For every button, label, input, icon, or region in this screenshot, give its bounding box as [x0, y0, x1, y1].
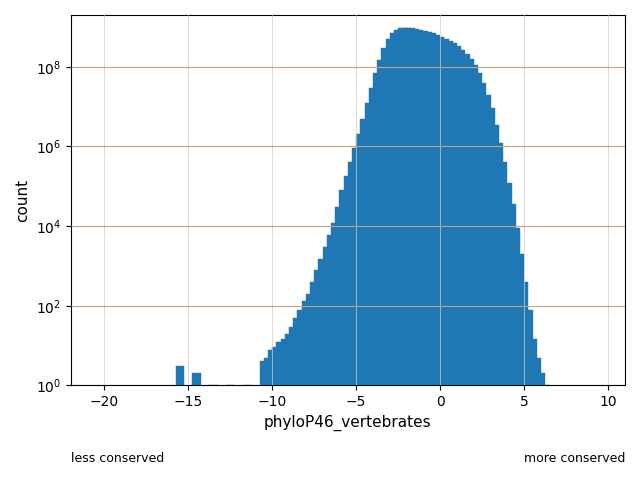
Bar [377, 60, 386, 480]
Bar [529, 338, 537, 480]
Bar [260, 361, 268, 480]
Bar [381, 48, 390, 480]
Bar [532, 358, 541, 480]
Bar [314, 270, 323, 480]
Bar [386, 39, 394, 480]
Bar [243, 385, 252, 480]
Bar [301, 301, 310, 480]
Text: less conserved: less conserved [70, 452, 164, 465]
Bar [470, 65, 478, 480]
Bar [369, 88, 377, 480]
Bar [491, 125, 499, 480]
Bar [293, 318, 301, 480]
Bar [323, 247, 331, 480]
Bar [482, 95, 491, 480]
Bar [360, 119, 369, 480]
Bar [461, 54, 470, 480]
Bar [175, 366, 184, 480]
Bar [503, 183, 511, 480]
Bar [495, 144, 503, 480]
Bar [285, 334, 293, 480]
Bar [394, 30, 403, 480]
Bar [403, 28, 411, 480]
Bar [511, 228, 520, 480]
Bar [508, 204, 516, 480]
Bar [428, 34, 436, 480]
Bar [486, 108, 495, 480]
Bar [474, 73, 482, 480]
Bar [268, 349, 276, 480]
Bar [411, 29, 419, 480]
Bar [319, 259, 327, 480]
Bar [478, 83, 486, 480]
Bar [406, 28, 415, 480]
Bar [289, 326, 298, 480]
Bar [272, 348, 280, 480]
Bar [264, 358, 272, 480]
Bar [327, 235, 335, 480]
Bar [306, 294, 314, 480]
Bar [537, 373, 545, 480]
Bar [335, 207, 344, 480]
Bar [520, 282, 529, 480]
Bar [209, 385, 218, 480]
Bar [344, 176, 352, 480]
Bar [276, 343, 285, 480]
Bar [352, 148, 360, 480]
Text: more conserved: more conserved [524, 452, 625, 465]
Bar [331, 223, 339, 480]
Bar [449, 43, 457, 480]
Bar [444, 41, 453, 480]
Bar [419, 31, 428, 480]
Bar [365, 104, 373, 480]
Bar [541, 385, 549, 480]
Bar [398, 28, 406, 480]
Y-axis label: count: count [15, 179, 30, 222]
Bar [415, 30, 424, 480]
Bar [432, 35, 440, 480]
Bar [457, 49, 465, 480]
Bar [298, 310, 306, 480]
Bar [453, 46, 461, 480]
Bar [373, 73, 381, 480]
Bar [436, 36, 444, 480]
Bar [193, 373, 201, 480]
Bar [226, 385, 234, 480]
Bar [424, 32, 432, 480]
X-axis label: phyloP46_vertebrates: phyloP46_vertebrates [264, 415, 431, 431]
Bar [499, 162, 508, 480]
Bar [339, 190, 348, 480]
Bar [524, 310, 532, 480]
Bar [310, 282, 319, 480]
Bar [440, 38, 449, 480]
Bar [516, 254, 524, 480]
Bar [465, 59, 474, 480]
Bar [356, 134, 365, 480]
Bar [348, 162, 356, 480]
Bar [390, 33, 398, 480]
Bar [280, 338, 289, 480]
